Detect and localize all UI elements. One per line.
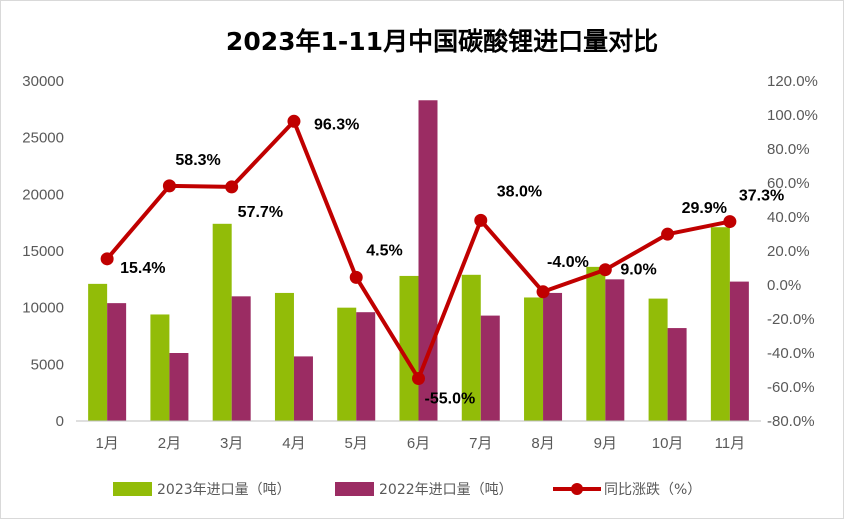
- x-tick-label: 11月: [715, 435, 746, 452]
- bar-2023: [337, 307, 357, 421]
- bar-2022: [667, 328, 687, 421]
- line-series: 15.4% 58.3% 57.7% 96.3% 4.5% -55.0% 38.0% -4.0%…: [100, 114, 784, 408]
- y-right-tick-label: 40.0%: [767, 209, 810, 226]
- bar-2023: [461, 274, 481, 421]
- y-right-tick-label: -20.0%: [767, 311, 815, 328]
- x-tick-label: 3月: [220, 435, 243, 452]
- yoy-marker: [661, 227, 675, 241]
- yoy-marker: [162, 179, 176, 193]
- bar-2023: [150, 314, 170, 421]
- x-tick-label: 10月: [652, 435, 684, 452]
- bar-2023: [648, 298, 668, 421]
- yoy-marker: [100, 252, 114, 266]
- yoy-marker: [349, 270, 363, 284]
- bar-2022: [356, 312, 376, 421]
- y-left-tick-label: 20000: [22, 186, 64, 203]
- y-left-tick-label: 10000: [22, 300, 64, 317]
- x-tick-label: 7月: [469, 435, 492, 452]
- left-axis: 0 5000 10000 15000 20000 25000 30000: [22, 73, 64, 430]
- y-right-tick-label: 60.0%: [767, 175, 810, 192]
- x-tick-label: 4月: [282, 435, 305, 452]
- x-axis: 1月 2月 3月 4月 5月 6月 7月 8月 9月 10月 11月: [76, 420, 761, 452]
- y-right-tick-label: 0.0%: [767, 277, 801, 294]
- bar-2022: [293, 356, 313, 421]
- bar-2022: [480, 315, 500, 421]
- yoy-data-label: 58.3%: [175, 152, 220, 169]
- chart-title: 2023年1-11月中国碳酸锂进口量对比: [226, 27, 658, 56]
- yoy-marker: [287, 114, 301, 128]
- legend-swatch-2023: [113, 482, 152, 496]
- yoy-data-label: 96.3%: [314, 116, 359, 133]
- x-tick-label: 1月: [95, 435, 118, 452]
- y-right-tick-label: -40.0%: [767, 345, 815, 362]
- yoy-data-label: -55.0%: [425, 391, 476, 408]
- x-tick-label: 9月: [594, 435, 617, 452]
- legend-marker-yoy: [571, 483, 583, 495]
- yoy-data-label: 38.0%: [497, 183, 542, 200]
- yoy-marker: [723, 215, 737, 229]
- yoy-marker: [536, 285, 550, 299]
- yoy-data-label: 29.9%: [682, 200, 727, 217]
- yoy-marker: [474, 213, 488, 227]
- legend-swatch-2022: [335, 482, 374, 496]
- legend-label-yoy: 同比涨跌（%）: [604, 482, 701, 498]
- y-right-tick-label: 100.0%: [767, 107, 818, 124]
- yoy-data-label: -4.0%: [547, 254, 589, 271]
- yoy-data-label: 4.5%: [366, 242, 402, 259]
- yoy-data-label: 9.0%: [620, 262, 656, 279]
- y-left-tick-label: 15000: [22, 243, 64, 260]
- y-right-tick-label: -80.0%: [767, 413, 815, 430]
- bar-2023: [212, 223, 232, 421]
- x-tick-label: 6月: [407, 435, 430, 452]
- bar-2022: [729, 281, 749, 421]
- yoy-marker: [598, 263, 612, 277]
- right-axis: -80.0% -60.0% -40.0% -20.0% 0.0% 20.0% 40.0% 60…: [767, 73, 818, 430]
- legend-label-2023: 2023年进口量（吨）: [157, 482, 291, 498]
- bar-2022: [169, 353, 189, 421]
- yoy-data-label: 15.4%: [120, 260, 165, 277]
- y-right-tick-label: 20.0%: [767, 243, 810, 260]
- bar-series: [88, 100, 749, 422]
- bar-2022: [605, 279, 625, 421]
- bar-2023: [524, 297, 544, 421]
- y-left-tick-label: 25000: [22, 130, 64, 147]
- x-tick-label: 5月: [345, 435, 368, 452]
- bar-2023: [88, 283, 108, 421]
- bar-2022: [543, 292, 563, 421]
- y-left-tick-label: 0: [56, 413, 64, 430]
- x-tick-label: 2月: [158, 435, 181, 452]
- y-left-tick-label: 5000: [31, 356, 64, 373]
- legend-label-2022: 2022年进口量（吨）: [379, 482, 513, 498]
- y-right-tick-label: 80.0%: [767, 141, 810, 158]
- yoy-data-label: 57.7%: [238, 204, 283, 221]
- y-right-tick-label: 120.0%: [767, 73, 818, 90]
- yoy-data-label: 37.3%: [739, 188, 784, 205]
- bar-2023: [586, 266, 606, 421]
- yoy-marker: [225, 180, 239, 194]
- bar-2023: [274, 292, 294, 421]
- y-left-tick-label: 30000: [22, 73, 64, 90]
- bar-2022: [231, 296, 251, 421]
- y-right-tick-label: -60.0%: [767, 379, 815, 396]
- yoy-marker: [412, 372, 425, 385]
- x-tick-label: 8月: [531, 435, 554, 452]
- bar-2022: [107, 303, 127, 421]
- bar-2023: [710, 227, 730, 421]
- legend: 2023年进口量（吨） 2022年进口量（吨） 同比涨跌（%）: [113, 482, 701, 498]
- bar-2023: [399, 275, 419, 421]
